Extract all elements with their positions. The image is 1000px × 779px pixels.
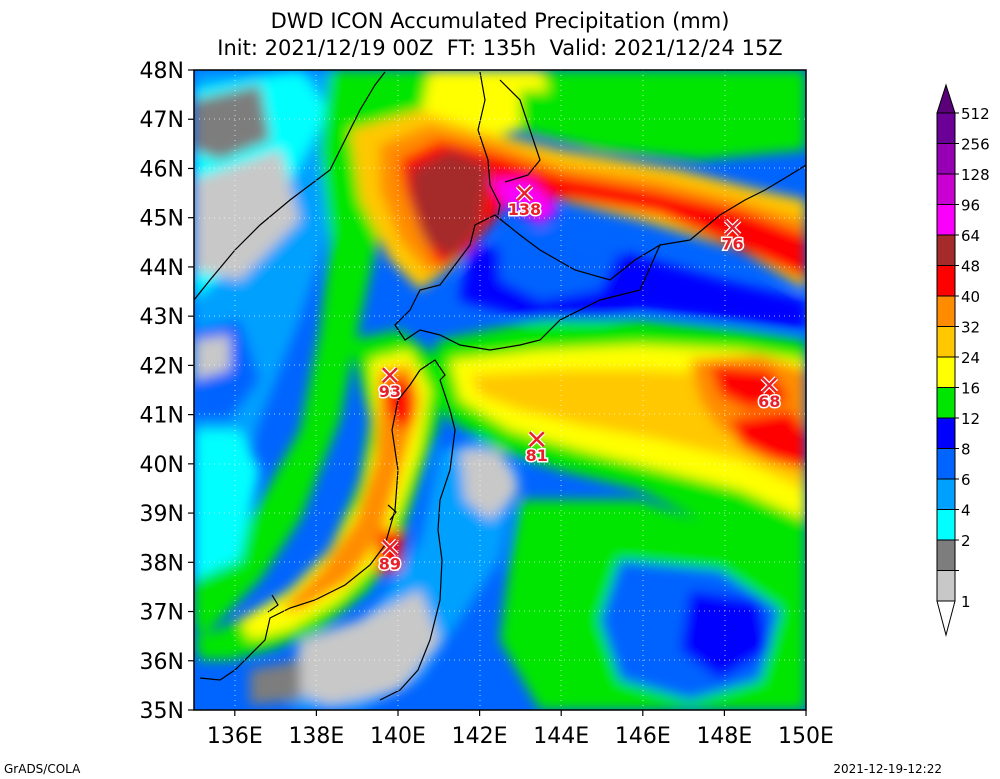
legend-label: 4 [961, 502, 971, 520]
legend-swatch [936, 448, 956, 480]
legend-swatch [936, 326, 956, 358]
lat-label: 38N [140, 551, 184, 576]
marker-value: 76 [721, 235, 743, 254]
legend-label: 2 [961, 532, 971, 550]
lon-label: 140E [370, 724, 426, 749]
legend-label: 6 [961, 471, 971, 489]
legend-swatch [936, 143, 956, 175]
lat-label: 48N [140, 59, 184, 84]
latitude-axis: 48N 47N 46N 45N 44N 43N 42N 41N 40N 39N 38N 37N 36N 3… [140, 59, 194, 724]
lat-label: 35N [140, 699, 184, 724]
legend-swatch [936, 112, 956, 144]
legend-label: 256 [961, 136, 990, 154]
lat-label: 36N [140, 650, 184, 675]
legend-swatch [936, 387, 956, 419]
longitude-axis: 136E 138E 140E 142E 144E 146E 148E 150E [207, 710, 834, 749]
lat-label: 45N [140, 207, 184, 232]
legend-swatch [936, 234, 956, 266]
marker-cross [381, 367, 398, 384]
max-marker: 76 [720, 218, 745, 255]
lon-label: 148E [696, 724, 752, 749]
lat-label: 44N [140, 256, 184, 281]
lat-label: 42N [140, 354, 184, 379]
marker-value: 81 [526, 446, 548, 465]
legend-label: 32 [961, 319, 980, 337]
footer-credit: GrADS/COLA [4, 762, 81, 776]
marker-cross [381, 539, 398, 556]
title-line-1: DWD ICON Accumulated Precipitation (mm) [270, 9, 730, 33]
marker-value: 93 [379, 382, 401, 401]
lat-label: 40N [140, 453, 184, 478]
max-marker: 93 [377, 366, 402, 403]
lon-label: 138E [288, 724, 344, 749]
legend-label: 24 [961, 349, 980, 367]
lat-label: 39N [140, 502, 184, 527]
lon-label: 150E [778, 724, 834, 749]
legend-label: 512 [961, 105, 990, 123]
max-marker: 89 [377, 538, 402, 575]
lon-label: 142E [452, 724, 508, 749]
max-marker: 138 [506, 184, 543, 221]
lon-label: 146E [615, 724, 671, 749]
legend-label: 128 [961, 166, 990, 184]
legend-swatch [936, 539, 956, 571]
footer-timestamp: 2021-12-19-12:22 [833, 762, 942, 776]
lat-label: 47N [140, 108, 184, 133]
legend-swatch [936, 204, 956, 236]
legend-label: 8 [961, 441, 971, 459]
max-marker: 81 [524, 430, 549, 467]
max-markers: 138 76 93 68 81 89 [377, 184, 782, 575]
lat-label: 41N [140, 404, 184, 429]
precipitation-field: 138 76 93 68 81 89 [194, 70, 806, 710]
marker-value: 138 [508, 200, 541, 219]
marker-cross [528, 431, 545, 448]
legend-swatch [936, 265, 956, 297]
lon-label: 136E [207, 724, 263, 749]
legend-label: 16 [961, 380, 980, 398]
marker-value: 68 [758, 392, 780, 411]
legend-swatch [936, 417, 956, 449]
legend-swatch [936, 570, 956, 602]
title-line-2: Init: 2021/12/19 00Z FT: 135h Valid: 202… [217, 36, 783, 60]
marker-value: 89 [379, 555, 401, 574]
legend-label: 40 [961, 288, 980, 306]
legend-swatch [936, 478, 956, 510]
legend-label: 1 [961, 593, 971, 611]
legend-swatch [936, 295, 956, 327]
grid [194, 70, 806, 710]
marker-cross [516, 185, 533, 201]
lat-label: 46N [140, 157, 184, 182]
legend-swatch [936, 356, 956, 388]
marker-cross [724, 219, 741, 236]
lon-label: 144E [533, 724, 589, 749]
legend-label: 12 [961, 410, 980, 428]
legend-swatch [936, 509, 956, 541]
max-marker: 68 [757, 376, 782, 413]
legend-swatch [936, 173, 956, 205]
legend-cap-bottom [936, 600, 956, 637]
marker-cross [761, 377, 778, 393]
legend-label: 96 [961, 197, 980, 215]
plot-frame [193, 69, 807, 711]
lat-label: 37N [140, 601, 184, 626]
legend-label: 64 [961, 227, 980, 245]
legend-cap-top [936, 83, 956, 114]
legend-label: 48 [961, 258, 980, 276]
lat-label: 43N [140, 305, 184, 330]
